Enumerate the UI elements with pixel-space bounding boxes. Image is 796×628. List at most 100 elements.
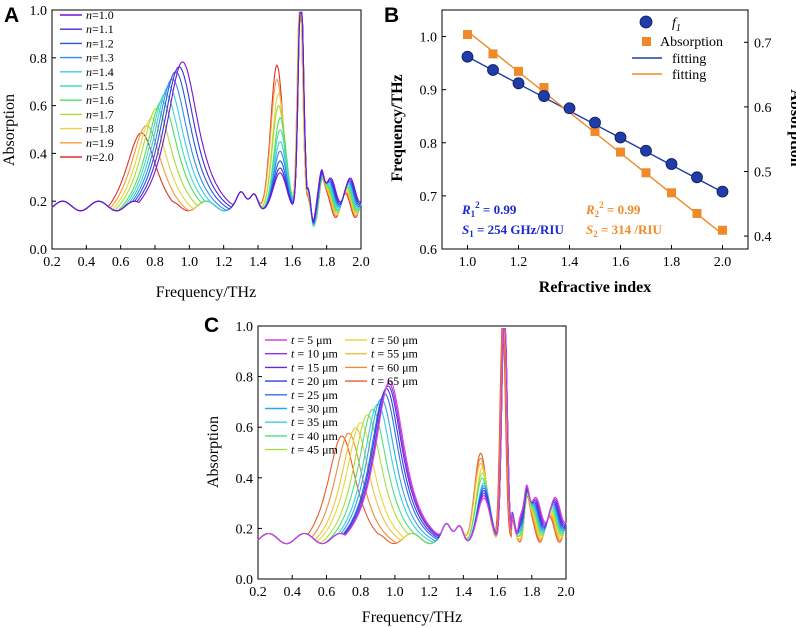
panel-c-legend: t = 5 μmt = 10 μmt = 15 μmt = 20 μmt = 2…	[265, 333, 419, 457]
panel-c-yticks: 0.0 0.2 0.4 0.6 0.8 1.0	[236, 320, 262, 588]
f1-point	[614, 131, 627, 144]
s2-annotation: S2 = 314 /RIU	[586, 222, 662, 239]
legend-f1-label: f1	[672, 16, 681, 34]
x-tick-label: 0.2	[249, 585, 267, 600]
legend-label-t-1: t = 10 μm	[291, 347, 339, 361]
legend-absorption-marker	[642, 37, 651, 46]
f1-point	[691, 171, 703, 184]
legend-label-n-0: n=1.0	[86, 8, 114, 22]
panel-a-frame	[51, 9, 362, 250]
x-tick-label: 1.0	[459, 255, 477, 270]
y-tick-right-label: 0.4	[754, 230, 772, 245]
panel-b-points	[461, 30, 729, 235]
absorption-point	[667, 188, 676, 198]
absorption-point	[590, 126, 600, 136]
y-tick-right-label: 0.7	[754, 36, 772, 51]
x-tick-label: 1.0	[181, 255, 199, 270]
y-tick-label: 0.8	[420, 137, 438, 152]
panel-a-ylabel: Absorption	[1, 94, 18, 166]
legend-label-n-7: n=1.7	[86, 107, 114, 121]
legend-label-n-1: n=1.1	[86, 22, 114, 36]
panel-b-ylabel-right: Absorption	[787, 89, 796, 166]
y-tick-right-label: 0.5	[754, 165, 772, 180]
panel-label-a: A	[4, 4, 19, 27]
legend-label-t-10: t = 55 μm	[371, 347, 419, 361]
x-tick-label: 1.2	[420, 585, 438, 600]
f1-point	[563, 102, 576, 115]
absorption-point	[692, 208, 702, 218]
x-tick-label: 2.0	[352, 255, 370, 270]
x-tick-label: 1.8	[318, 255, 336, 270]
x-tick-label: 1.2	[510, 255, 528, 270]
panel-c: 0.2 0.4 0.6 0.8 1.0 1.2 1.4 1.6 1.8 2.0 0.00.20.4…	[205, 320, 575, 626]
panel-b-ylabel: Frequency/THz	[389, 74, 406, 181]
absorption-point	[641, 168, 651, 178]
f1-point	[716, 185, 729, 198]
panel-c-xticks: 0.2 0.4 0.6 0.8 1.0 1.2 1.4 1.6 1.8 2.0	[249, 575, 575, 600]
f1-point	[665, 158, 678, 170]
y-tick-label: 0.6	[30, 100, 48, 115]
panel-b-yticks: 0.6 0.7 0.8 0.9 1.0	[420, 31, 446, 258]
absorption-point	[514, 66, 523, 76]
y-tick-label: 0.0	[30, 243, 48, 258]
x-tick-label: 0.4	[78, 255, 96, 270]
x-tick-label: 0.8	[146, 255, 164, 270]
panel-a: 0.2 0.4 0.6 0.8 1.0 1.2 1.4 1.6 1.8 2.0 0.00.20.4…	[1, 4, 370, 301]
panel-a-xticks: 0.2 0.4 0.6 0.8 1.0 1.2 1.4 1.6 1.8 2.0	[43, 245, 370, 270]
panel-b-xticks: 1.0 1.2 1.4 1.6 1.8 2.0	[459, 245, 731, 270]
panel-c-ylabel: Absorption	[205, 416, 222, 488]
legend-label-n-9: n=1.9	[86, 136, 114, 150]
y-tick-label: 1.0	[420, 31, 438, 46]
x-tick-label: 1.4	[561, 255, 579, 270]
r1-annotation: R12 = 0.99	[461, 200, 517, 219]
x-tick-label: 1.4	[455, 585, 473, 600]
legend-label-t-2: t = 15 μm	[291, 360, 339, 374]
x-tick-label: 0.2	[43, 255, 61, 270]
legend-label-n-8: n=1.8	[86, 122, 114, 136]
legend-label-n-4: n=1.4	[86, 65, 114, 79]
absorption-point	[616, 147, 625, 157]
y-tick-label: 0.4	[236, 472, 254, 487]
legend-label-n-5: n=1.5	[86, 79, 114, 93]
x-tick-label: 2.0	[557, 585, 575, 600]
panel-label-c: C	[204, 314, 219, 337]
x-tick-label: 1.8	[663, 255, 681, 270]
x-tick-label: 1.6	[489, 585, 507, 600]
y-tick-label: 0.2	[30, 195, 48, 210]
f1-point	[461, 50, 474, 63]
absorption-point	[718, 225, 727, 235]
panel-b: 1.0 1.2 1.4 1.6 1.8 2.0 0.60.70.80.91.0 0.40.…	[389, 9, 796, 296]
y-tick-right-label: 0.6	[754, 101, 772, 116]
legend-label-t-9: t = 50 μm	[371, 333, 419, 347]
legend-fit1-label: fitting	[672, 52, 706, 67]
x-tick-label: 1.6	[284, 255, 302, 270]
y-tick-label: 0.0	[236, 573, 254, 588]
legend-label-t-11: t = 60 μm	[371, 360, 419, 374]
legend-label-n-3: n=1.3	[86, 51, 114, 65]
curve-t-0	[257, 327, 567, 545]
x-tick-label: 1.0	[386, 585, 404, 600]
legend-label-t-12: t = 65 μm	[371, 374, 419, 388]
absorption-point	[539, 83, 549, 93]
panel-a-curves	[51, 11, 362, 228]
f1-point	[640, 144, 652, 157]
x-tick-label: 1.6	[612, 255, 630, 270]
f1-point	[589, 116, 601, 129]
legend-label-t-3: t = 20 μm	[291, 374, 339, 388]
y-tick-label: 0.7	[420, 190, 438, 205]
y-tick-label: 0.2	[236, 522, 254, 537]
legend-label-t-5: t = 30 μm	[291, 402, 339, 416]
x-tick-label: 0.4	[283, 585, 301, 600]
f1-point	[538, 90, 550, 102]
f1-point	[512, 77, 525, 90]
panel-b-legend: f1 Absorption fitting fitting	[632, 15, 723, 83]
y-tick-label: 1.0	[236, 320, 254, 335]
legend-absorption-label: Absorption	[660, 35, 723, 50]
legend-label-t-0: t = 5 μm	[291, 333, 333, 347]
curve-n-0	[51, 11, 362, 221]
legend-label-n-6: n=1.6	[86, 93, 114, 107]
y-tick-label: 0.4	[30, 147, 48, 162]
x-tick-label: 1.2	[215, 255, 233, 270]
absorption-point	[463, 30, 472, 40]
